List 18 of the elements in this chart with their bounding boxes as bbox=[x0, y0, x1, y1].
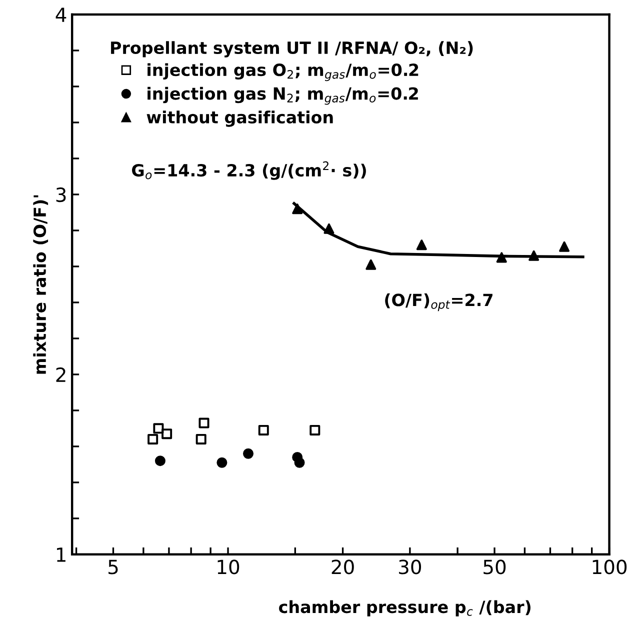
x-tick-label: 20 bbox=[332, 560, 354, 574]
legend-label: injection gas O$_{2}$; m$_{gas}$/m$_{o}$=0.2 bbox=[148, 63, 418, 82]
legend-title: Propellant system UT II /RFNA/ O₂, (N₂) bbox=[111, 41, 473, 58]
x-tick-label: 50 bbox=[484, 560, 506, 574]
legend-label: injection gas N$_{2}$; m$_{gas}$/m$_{o}$=0.2 bbox=[148, 86, 418, 105]
annotation: G$_{o}$=14.3 - 2.3 (g/(cm$^{2}$· s)) bbox=[132, 161, 366, 180]
annotation: (O/F)$_{opt}$=2.7 bbox=[385, 293, 492, 312]
y-tick-label: 4 bbox=[56, 8, 66, 22]
x-tick-label: 100 bbox=[592, 560, 627, 574]
x-axis-title: chamber pressure p$_{c}$ /(bar) bbox=[279, 600, 530, 616]
x-tick-label: 10 bbox=[218, 560, 240, 574]
x-tick-label: 30 bbox=[399, 560, 422, 574]
y-tick-label: 1 bbox=[56, 548, 66, 562]
legend-label: without gasification bbox=[146, 110, 333, 127]
y-tick-label: 3 bbox=[56, 187, 66, 202]
x-tick-label: 5 bbox=[108, 560, 118, 574]
y-tick-label: 2 bbox=[56, 367, 66, 382]
y-axis-title: mixture ratio (O/F)' bbox=[33, 195, 48, 374]
